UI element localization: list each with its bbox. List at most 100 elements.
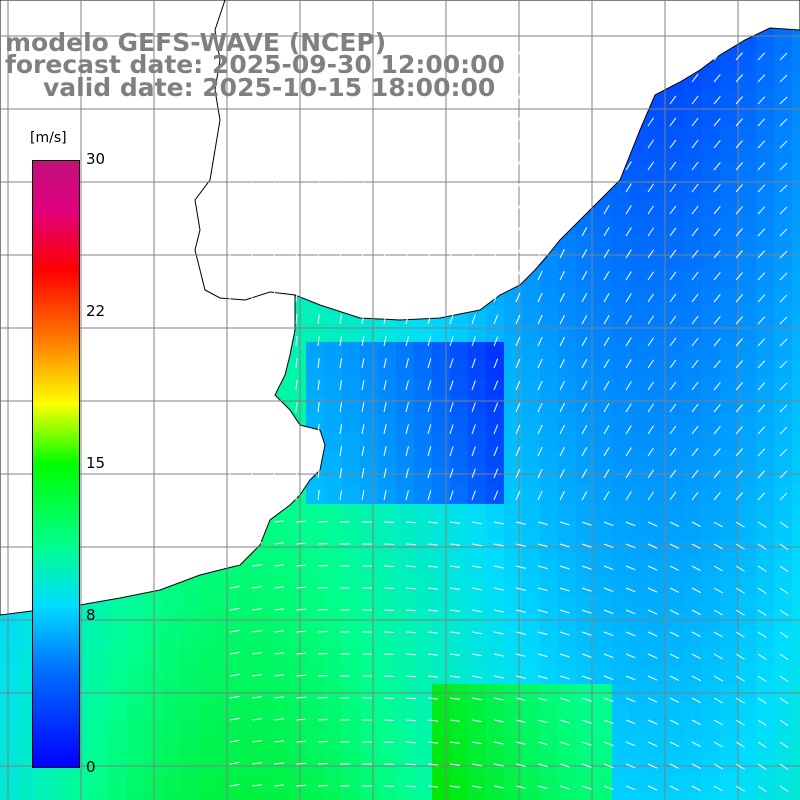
wind-arrow	[515, 160, 521, 171]
field-cell	[540, 522, 558, 540]
wind-arrow	[757, 96, 766, 105]
wind-arrow	[713, 565, 723, 572]
wind-arrow	[691, 95, 699, 105]
field-cell	[540, 396, 558, 414]
field-cell	[792, 468, 800, 486]
field-cell	[576, 612, 594, 630]
field-cell	[0, 792, 18, 800]
field-cell	[252, 720, 270, 738]
field-cell	[576, 792, 594, 800]
field-cell	[630, 504, 648, 522]
field-cell	[360, 594, 378, 612]
field-cell	[666, 702, 684, 720]
field-cell	[414, 324, 432, 342]
field-cell	[666, 558, 684, 576]
field-cell	[378, 594, 396, 612]
field-cell	[486, 756, 504, 774]
field-cell	[756, 432, 774, 450]
wind-arrow	[559, 358, 565, 369]
wind-arrow	[515, 587, 526, 591]
field-cell	[558, 324, 576, 342]
field-cell	[630, 324, 648, 342]
field-cell	[792, 324, 800, 342]
field-cell	[342, 756, 360, 774]
wind-arrow	[471, 380, 476, 391]
field-cell	[774, 702, 792, 720]
field-cell	[738, 792, 756, 800]
field-cell	[792, 756, 800, 774]
field-cell	[738, 342, 756, 360]
field-cell	[558, 792, 576, 800]
wind-arrow	[713, 543, 723, 550]
wind-arrow	[669, 521, 680, 527]
field-cell	[792, 198, 800, 216]
field-cell	[396, 792, 414, 800]
field-cell	[630, 630, 648, 648]
wind-arrow	[405, 609, 417, 612]
field-cell	[396, 648, 414, 666]
field-cell	[756, 90, 774, 108]
field-cell	[522, 324, 540, 342]
field-cell	[738, 90, 756, 108]
wind-arrow	[273, 379, 276, 391]
field-cell	[720, 414, 738, 432]
field-cell	[774, 450, 792, 468]
field-cell	[432, 450, 450, 468]
field-cell	[306, 342, 324, 360]
wind-arrow	[691, 205, 699, 215]
field-cell	[414, 756, 432, 774]
wind-arrow	[559, 138, 565, 149]
field-cell	[306, 594, 324, 612]
field-cell	[648, 720, 666, 738]
colorbar-tick-8: 8	[86, 606, 96, 624]
field-cell	[720, 774, 738, 792]
wind-arrow	[405, 226, 409, 237]
wind-arrow	[713, 785, 723, 792]
field-cell	[774, 72, 792, 90]
field-cell	[540, 594, 558, 612]
wind-arrow	[405, 402, 409, 413]
field-cell	[684, 540, 702, 558]
field-cell	[594, 234, 612, 252]
wind-arrow	[339, 116, 343, 127]
field-cell	[378, 378, 396, 396]
field-cell	[684, 108, 702, 126]
field-cell	[54, 774, 72, 792]
field-cell	[342, 360, 360, 378]
field-cell	[18, 612, 36, 630]
field-cell	[90, 702, 108, 720]
field-cell	[702, 162, 720, 180]
field-cell	[504, 702, 522, 720]
field-cell	[252, 576, 270, 594]
wind-arrow	[471, 609, 482, 613]
field-cell	[234, 774, 252, 792]
wind-arrow	[669, 543, 680, 549]
field-cell	[666, 378, 684, 396]
field-cell	[792, 90, 800, 108]
wind-arrow	[229, 673, 240, 677]
field-cell	[594, 576, 612, 594]
field-cell	[594, 756, 612, 774]
wind-arrow	[405, 424, 409, 435]
wind-arrow	[339, 424, 343, 435]
wind-arrow	[625, 741, 636, 747]
wind-arrow	[383, 358, 387, 369]
field-cell	[540, 576, 558, 594]
field-cell	[396, 360, 414, 378]
wind-arrow	[537, 424, 543, 435]
field-cell	[594, 396, 612, 414]
field-cell	[648, 234, 666, 252]
field-cell	[144, 612, 162, 630]
wind-arrow	[229, 695, 240, 699]
field-cell	[738, 576, 756, 594]
field-cell	[738, 612, 756, 630]
field-cell	[414, 792, 432, 800]
field-cell	[630, 576, 648, 594]
wind-arrow	[515, 72, 521, 83]
field-cell	[378, 396, 396, 414]
field-cell	[756, 216, 774, 234]
field-cell	[648, 756, 666, 774]
field-cell	[162, 756, 180, 774]
field-cell	[486, 612, 504, 630]
field-cell	[702, 666, 720, 684]
